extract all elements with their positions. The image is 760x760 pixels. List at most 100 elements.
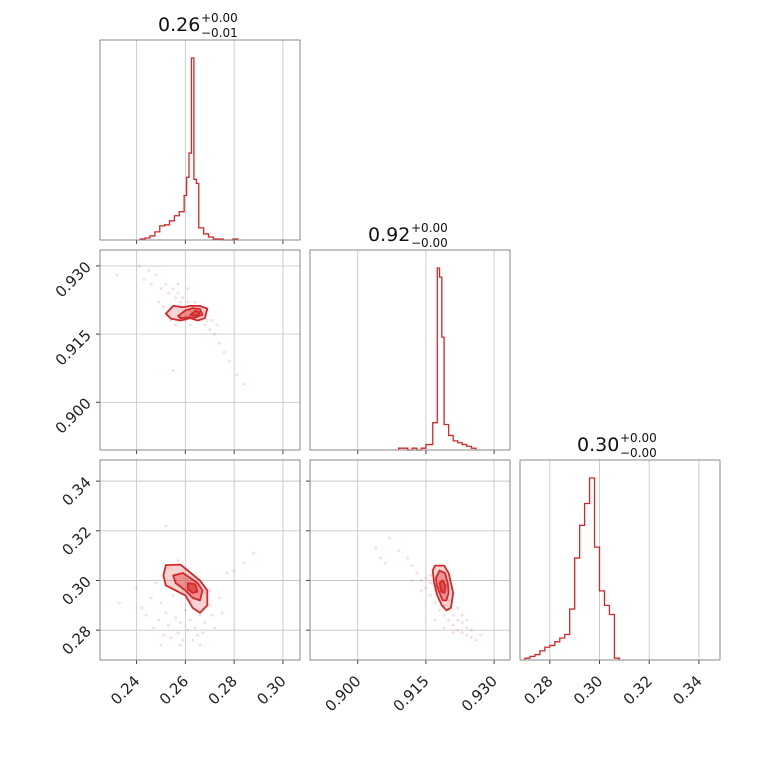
pair-1-2-sample-point	[171, 287, 175, 291]
hist-param-1-frame	[99, 39, 301, 241]
pair-2-3-sample-point	[451, 613, 455, 617]
pair-1-2-sample-point	[154, 273, 158, 277]
title-param-3-upper: +0.00	[620, 431, 657, 445]
hist-param-3-frame	[519, 459, 721, 661]
pair-2-3-sample-point	[451, 631, 455, 635]
pair-1-2-sample-point	[176, 282, 180, 286]
pair-2-3-sample-point	[465, 633, 469, 637]
pair-1-3-sample-point	[210, 613, 214, 617]
pair-1-2-sample-point	[166, 291, 170, 295]
pair-1-2-sample-point	[222, 350, 226, 354]
pair-2-3-sample-point	[383, 561, 387, 565]
pair-1-2-sample-point	[171, 369, 175, 372]
pair-2-3-sample-point	[451, 623, 455, 627]
pair-1-3-sample-point	[176, 559, 180, 563]
pair-1-2-frame	[99, 249, 301, 451]
pair-1-2-sample-point	[203, 323, 207, 327]
pair-1-3-sample-point	[242, 561, 246, 565]
pair-1-2-sample-point	[188, 323, 192, 327]
title-param-1-upper: +0.00	[201, 11, 238, 25]
pair-1-3-sample-point	[203, 591, 207, 595]
pair-2-3-sample-point	[429, 594, 432, 597]
hist-param-2-frame	[309, 249, 511, 451]
pair-1-2-sample-point	[227, 359, 231, 363]
pair-1-3-frame	[99, 459, 301, 661]
pair-1-3-sample-point	[166, 623, 170, 627]
pair-1-3-sample-point	[179, 643, 182, 647]
title-param-3: 0.30	[577, 434, 619, 456]
pair-1-2-sample-point	[137, 264, 141, 268]
pair-1-3-sample-point	[213, 626, 217, 630]
title-param-1: 0.26	[158, 14, 200, 36]
pair-2-3-sample-point	[469, 636, 473, 640]
pair-1-3-sample-point	[181, 638, 185, 642]
pair-1-2-sample-point	[147, 269, 151, 272]
pair-1-3-sample-point	[191, 638, 195, 642]
pair-1-2-sample-point	[205, 319, 209, 322]
pair-1-3-sample-point	[183, 608, 187, 612]
pair-1-2-sample-point	[213, 332, 217, 336]
pair-1-2-sample-point	[115, 273, 119, 277]
pair-2-3-sample-point	[419, 589, 423, 592]
pair-1-2-sample-point	[159, 287, 163, 291]
pair-1-2-sample-point	[169, 319, 173, 322]
pair-1-3-sample-point	[140, 606, 143, 610]
hist-param-1	[99, 39, 301, 244]
pair-1-2-sample-point	[142, 278, 146, 281]
pair-1-3-sample-point	[232, 569, 236, 572]
hist-param-3-steps	[524, 477, 621, 660]
pair-2-3-sample-point	[460, 613, 464, 617]
pair-1-3-sample-point	[118, 601, 121, 605]
title-param-1-lower: −0.01	[201, 26, 238, 40]
hist-param-1-steps	[139, 57, 239, 241]
pair-1-2-sample-point	[215, 323, 219, 327]
pair-2-3-frame	[309, 459, 511, 661]
pair-2-3-sample-point	[379, 556, 382, 560]
pair-1-3-sample-point	[135, 586, 138, 590]
pair-1-2-sample-point	[186, 287, 190, 291]
pair-2-3-sample-point	[442, 626, 446, 630]
pair-1-3-sample-point	[220, 611, 224, 615]
pair-1-2-sample-point	[181, 296, 185, 300]
pair-1-3-sample-point	[186, 628, 190, 632]
pair-1-2-sample-point	[176, 291, 180, 295]
hist-param-2	[309, 249, 511, 454]
title-param-2: 0.92	[368, 224, 410, 246]
pair-1-3-sample-point	[164, 524, 168, 528]
pair-2-3-sample-point	[429, 574, 432, 577]
pair-1-2-sample-point	[188, 309, 192, 313]
title-param-2-lower: −0.00	[411, 236, 448, 250]
pair-1-3-sample-point	[188, 618, 192, 622]
pair-2-3-sample-point	[460, 631, 464, 635]
pair-2-3-sample-point	[438, 608, 441, 612]
pair-1-3-sample-point	[218, 596, 221, 600]
pair-2-3-sample-point	[410, 564, 414, 567]
pair-1-3-sample-point	[193, 626, 197, 630]
pair-2-3-sample-point	[388, 536, 391, 540]
pair-1-2-sample-point	[162, 305, 165, 309]
pair-1-2-sample-point	[174, 323, 178, 327]
pair-1-3-sample-point	[154, 581, 158, 585]
pair-1-3-sample-point	[159, 601, 163, 605]
pair-1-3-sample-point	[149, 596, 153, 600]
pair-1-2-sample-point	[210, 319, 214, 322]
pair-2-3-sample-point	[465, 626, 469, 630]
pair-1-3-sample-point	[208, 603, 212, 607]
pair-2-3-contour-level-3	[438, 579, 447, 594]
pair-1-3-sample-point	[203, 621, 207, 625]
pair-1-3-sample-point	[166, 566, 170, 570]
pair-1-2-sample-point	[164, 282, 168, 286]
pair-2-3-sample-point	[447, 618, 451, 622]
pair-1-2-sample-point	[208, 328, 212, 331]
pair-2-3-sample-point	[442, 613, 446, 617]
pair-2-3-sample-point	[415, 571, 419, 575]
pair-1-2-sample-point	[193, 300, 197, 304]
pair-2-3-sample-point	[456, 628, 460, 632]
pair-2-3-sample-point	[424, 576, 428, 580]
pair-2-3-sample-point	[429, 581, 432, 585]
pair-2-3-sample-point	[456, 618, 460, 622]
pair-1-3-sample-point	[176, 631, 180, 635]
pair-1-3-sample-point	[196, 633, 199, 637]
pair-1-3-sample-point	[179, 621, 182, 625]
pair-1-3-contour-level-3	[186, 582, 199, 594]
